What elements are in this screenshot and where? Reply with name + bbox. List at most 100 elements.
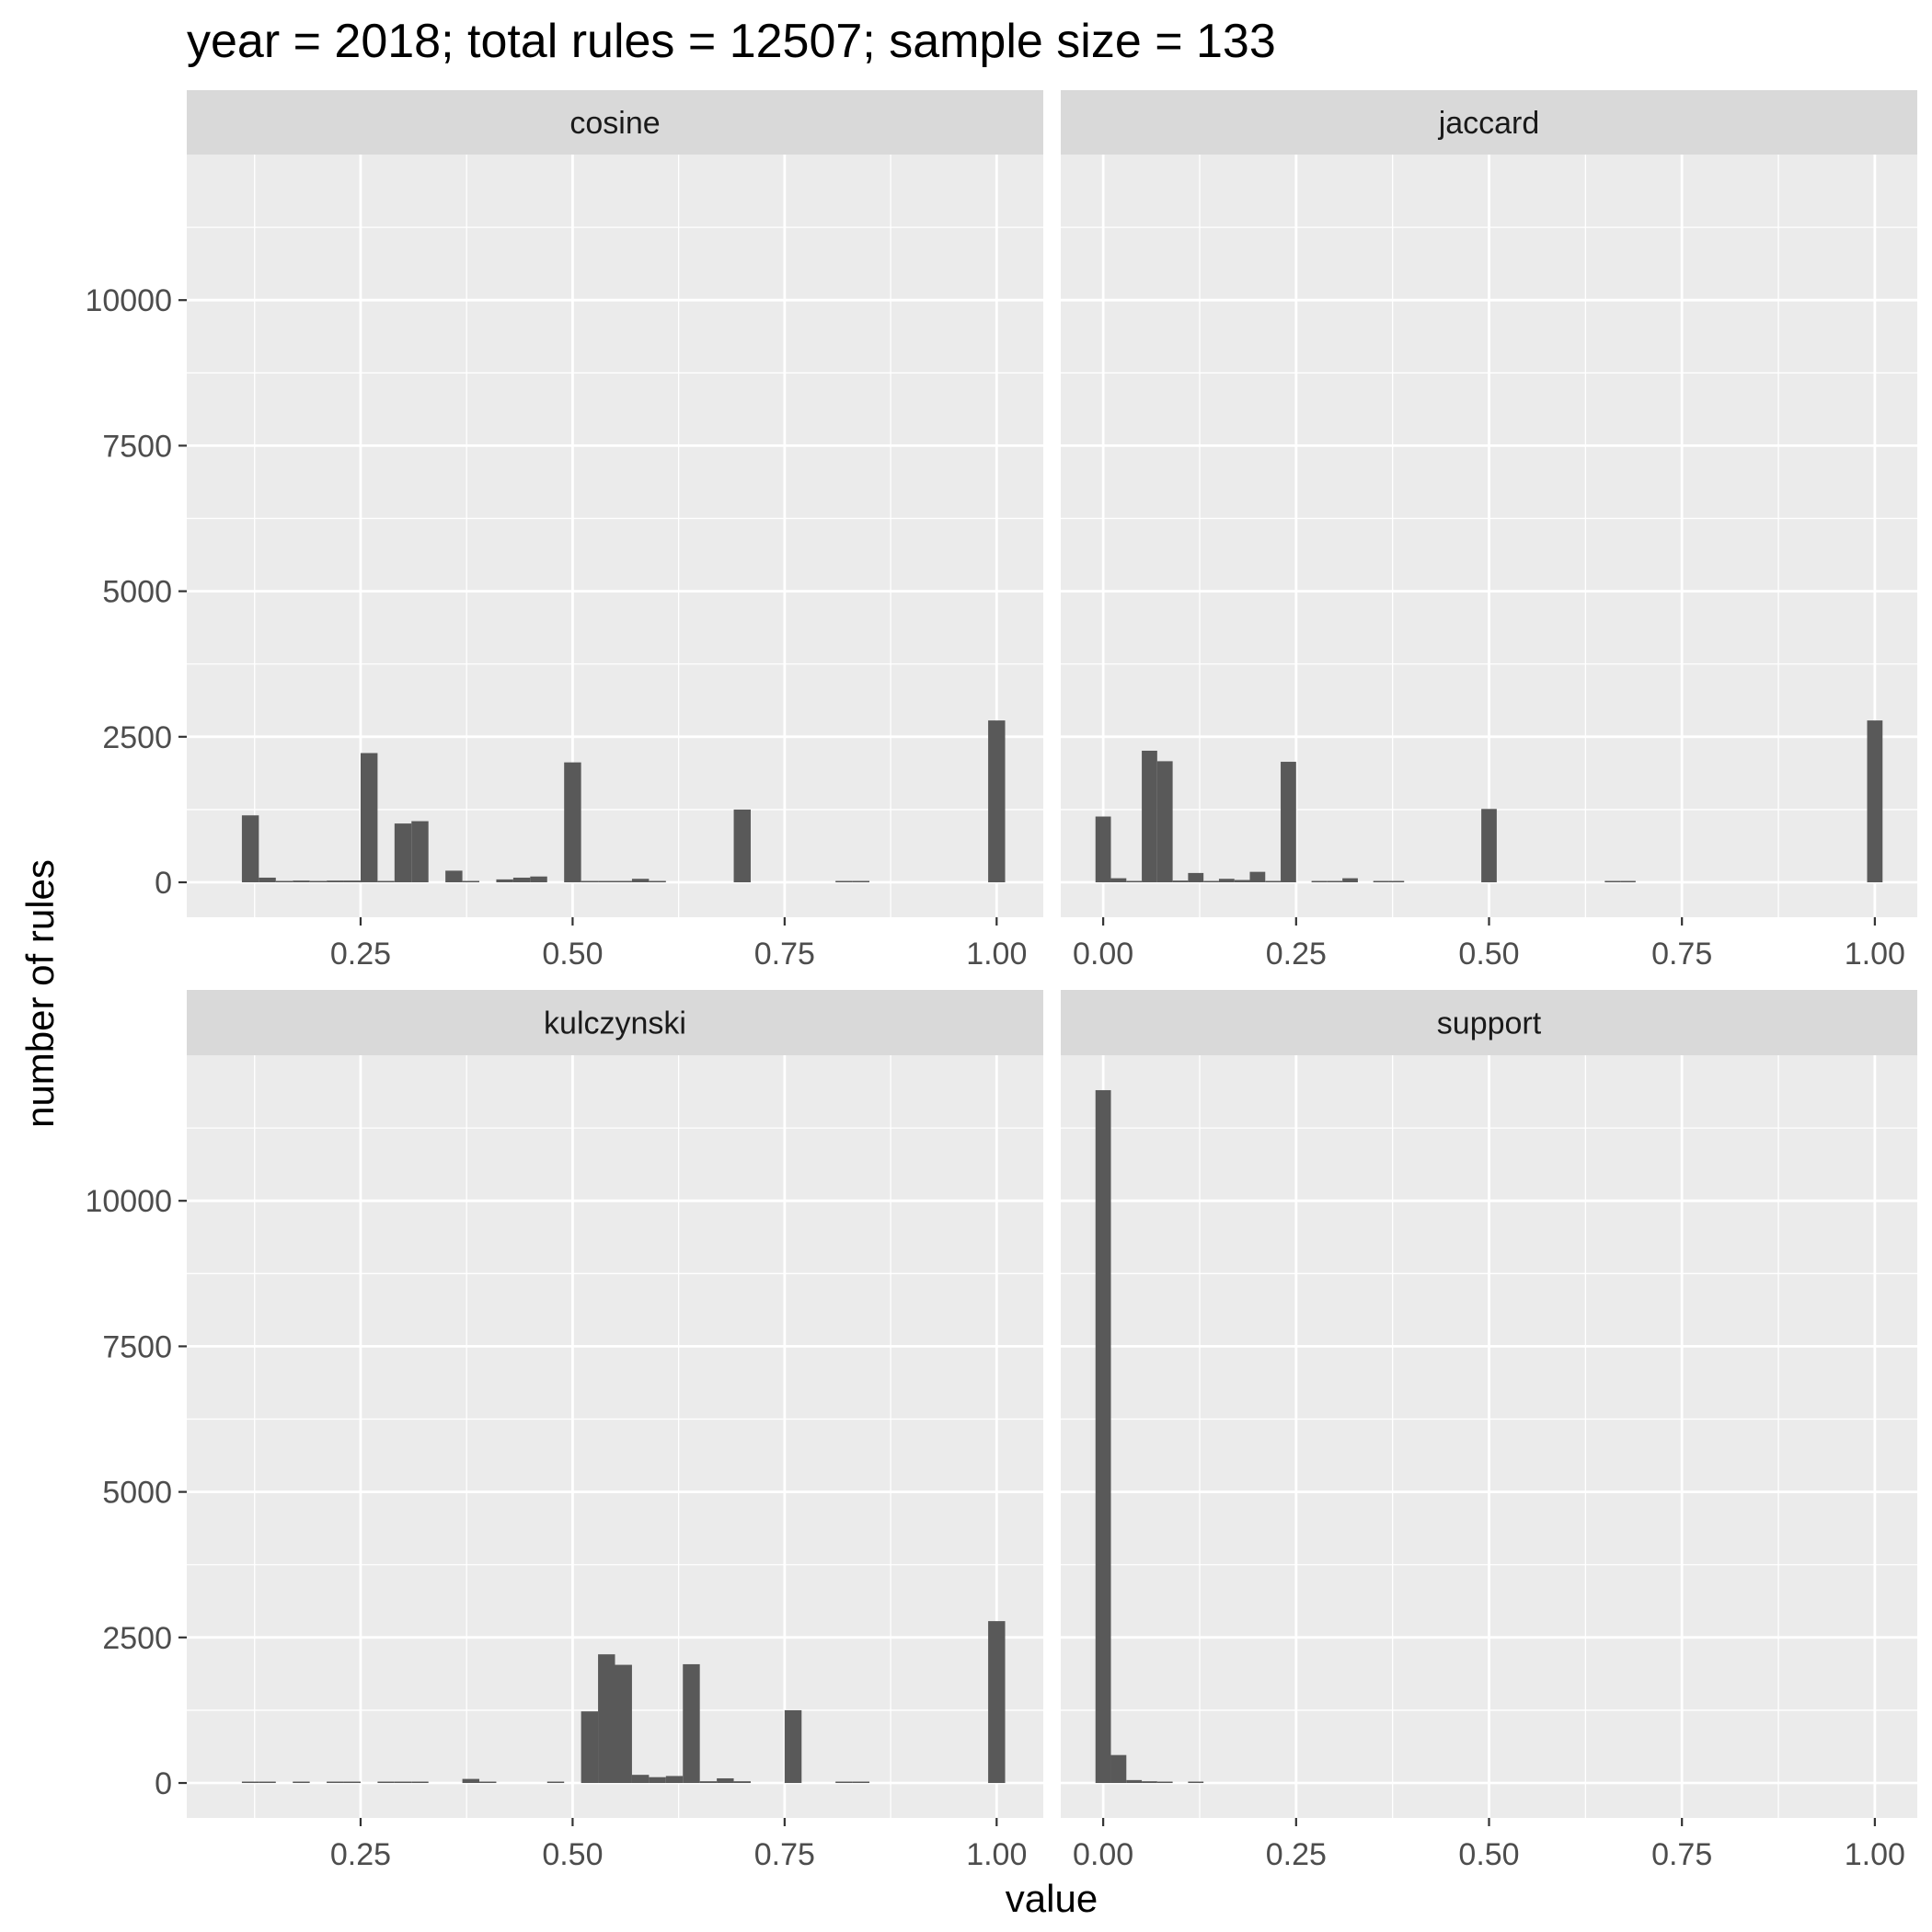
histogram-bar (241, 815, 259, 883)
facet-strip (187, 90, 1043, 155)
histogram-bar (733, 809, 751, 883)
y-tick-label: 10000 (85, 1184, 172, 1219)
histogram-bar (343, 1781, 361, 1784)
y-tick-label: 0 (155, 866, 172, 901)
panel-cosine: cosine 0.25 0.50 0.75 1.00 0 2500 5000 7500 10000 (85, 90, 1043, 972)
histogram-bar (1156, 761, 1173, 883)
histogram-bar (631, 879, 650, 883)
histogram-bar (1867, 720, 1883, 883)
histogram-bar (309, 880, 328, 883)
histogram-bar (784, 1709, 802, 1784)
histogram-bar (343, 880, 361, 883)
histogram-bar (1481, 809, 1497, 883)
histogram-bar (275, 880, 293, 883)
histogram-bar (581, 1711, 599, 1784)
panels-layer: cosine 0.25 0.50 0.75 1.00 0 2500 5000 7500 10000… (85, 90, 1917, 1872)
histogram-bar (512, 877, 531, 883)
histogram-bar (1620, 880, 1636, 883)
histogram-bar (564, 762, 581, 883)
y-tick-label: 5000 (102, 1476, 172, 1511)
histogram-bar (377, 880, 395, 883)
y-tick-label: 7500 (102, 429, 172, 464)
facet-strip (1061, 990, 1917, 1055)
histogram-bar (1311, 880, 1328, 883)
x-tick-label: 0.25 (1266, 1837, 1327, 1872)
histogram-bar (394, 823, 412, 883)
histogram-bar (241, 1781, 259, 1784)
facet-label-support: support (1437, 1006, 1542, 1041)
x-tick-label: 0.50 (542, 937, 603, 972)
histogram-bar (581, 880, 599, 883)
panel-kulczynski: kulczynski 0.25 0.50 0.75 1.00 0 2500 5000 7500 1… (85, 990, 1043, 1872)
histogram-bar (598, 1654, 615, 1784)
histogram-bar (835, 1781, 853, 1784)
histogram-bar (1142, 1781, 1157, 1784)
histogram-bar (462, 880, 480, 883)
y-tick-label: 0 (155, 1766, 172, 1801)
histogram-bar (631, 1775, 650, 1784)
histogram-bar (411, 1781, 429, 1784)
histogram-bar (1188, 872, 1204, 883)
histogram-bar (530, 876, 547, 883)
histogram-bar (835, 880, 853, 883)
histogram-bar (546, 1781, 565, 1784)
facet-strip (187, 990, 1043, 1055)
histogram-bar (293, 1781, 310, 1784)
histogram-bar (665, 1776, 684, 1784)
facet-label-jaccard: jaccard (1438, 106, 1540, 141)
y-tick-label: 10000 (85, 283, 172, 318)
histogram-bar (615, 1664, 632, 1784)
x-tick-label: 0.50 (542, 1837, 603, 1872)
x-tick-label: 1.00 (966, 1837, 1027, 1872)
x-tick-label: 1.00 (1845, 937, 1905, 972)
x-axis-title: value (1006, 1877, 1098, 1920)
histogram-bar (377, 1781, 395, 1784)
histogram-bar (259, 877, 276, 883)
x-tick-label: 0.75 (754, 937, 815, 972)
y-tick-label: 2500 (102, 720, 172, 755)
histogram-bar (852, 1781, 870, 1784)
histogram-bar (479, 1781, 497, 1784)
histogram-bar (615, 880, 632, 883)
y-tick-label: 7500 (102, 1329, 172, 1364)
histogram-bar (852, 880, 870, 883)
x-tick-label: 0.75 (1651, 937, 1712, 972)
histogram-bar (1265, 880, 1282, 883)
x-tick-label: 1.00 (966, 937, 1027, 972)
x-tick-label: 0.50 (1458, 937, 1519, 972)
histogram-bar (988, 720, 1006, 883)
x-tick-label: 1.00 (1845, 1837, 1905, 1872)
histogram-bar (1110, 1754, 1127, 1784)
x-tick-label: 0.25 (330, 1837, 391, 1872)
histogram-bar (683, 1663, 700, 1784)
histogram-bar (1327, 880, 1343, 883)
histogram-bar (462, 1778, 480, 1784)
histogram-bar (1249, 871, 1266, 883)
histogram-bar (1095, 816, 1111, 883)
histogram-bar (445, 870, 463, 883)
x-tick-label: 0.50 (1458, 1837, 1519, 1872)
histogram-bar (598, 880, 615, 883)
panel-jaccard: jaccard 0.00 0.25 0.50 0.75 1.00 (1061, 90, 1917, 972)
histogram-bar (1188, 1781, 1204, 1784)
y-tick-label: 5000 (102, 575, 172, 610)
histogram-bar (649, 1777, 666, 1784)
histogram-bar (1218, 879, 1235, 883)
histogram-bar (1604, 880, 1621, 883)
histogram-bar (360, 753, 378, 883)
histogram-bar (1281, 762, 1296, 883)
histogram-bar (1172, 880, 1189, 883)
histogram-bar (293, 880, 310, 883)
histogram-bar (1110, 878, 1127, 883)
x-tick-label: 0.00 (1073, 1837, 1133, 1872)
histogram-bar (1342, 878, 1358, 883)
histogram-bar (1388, 880, 1405, 883)
histogram-bar (327, 880, 344, 883)
histogram-bar (1126, 880, 1143, 883)
facet-label-kulczynski: kulczynski (544, 1006, 686, 1041)
histogram-bar (988, 1621, 1006, 1784)
panel-background (187, 155, 1043, 917)
x-tick-label: 0.25 (330, 937, 391, 972)
histogram-bar (1156, 1781, 1173, 1784)
